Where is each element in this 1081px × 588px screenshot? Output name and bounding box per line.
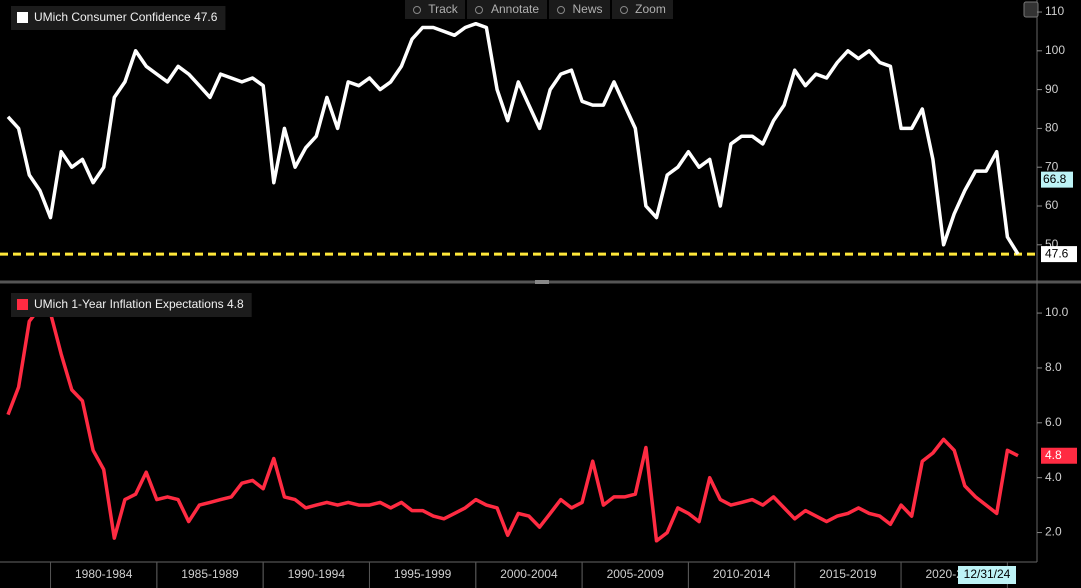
legend-swatch bbox=[17, 299, 28, 310]
scroll-button[interactable] bbox=[1023, 1, 1039, 18]
last-value-label: 47.6 bbox=[1045, 246, 1069, 260]
x-tick-label: 1980-1984 bbox=[75, 567, 133, 581]
y-tick-label: 110 bbox=[1045, 4, 1064, 18]
cursor-date-label: 12/31/24 bbox=[964, 567, 1011, 581]
x-tick-label: 2005-2009 bbox=[607, 567, 665, 581]
last-value-tag bbox=[1041, 246, 1077, 263]
y-tick-label: 90 bbox=[1045, 82, 1059, 96]
last-value-tag bbox=[1041, 447, 1077, 464]
x-tick-label: 1985-1989 bbox=[181, 567, 239, 581]
x-tick-label: 2000-2004 bbox=[500, 567, 558, 581]
toolbar-label[interactable]: Zoom bbox=[635, 2, 666, 16]
y-tick-label: 6.0 bbox=[1045, 415, 1062, 429]
legend: UMich Consumer Confidence 47.6 bbox=[11, 6, 226, 30]
y-tick-label: 4.0 bbox=[1045, 470, 1062, 484]
last-value-label: 4.8 bbox=[1045, 448, 1062, 462]
legend-series-name: UMich 1-Year Inflation Expectations bbox=[34, 297, 224, 311]
y-tick-label: 10.0 bbox=[1045, 305, 1069, 319]
legend-last-value: 4.8 bbox=[227, 297, 244, 311]
legend-swatch bbox=[17, 12, 28, 23]
x-tick-label: 1990-1994 bbox=[288, 567, 346, 581]
y-tick-label: 60 bbox=[1045, 198, 1059, 212]
toolbar-button[interactable] bbox=[549, 0, 610, 19]
x-tick-label: 2015-2019 bbox=[819, 567, 877, 581]
toolbar-label[interactable]: Annotate bbox=[491, 2, 539, 16]
legend-box bbox=[11, 6, 226, 30]
legend-label: UMich 1-Year Inflation Expectations 4.8 bbox=[34, 297, 244, 311]
toolbar-icon bbox=[475, 6, 483, 14]
pane-handle[interactable] bbox=[535, 280, 549, 284]
toolbar-button[interactable] bbox=[612, 0, 673, 19]
toolbar-label[interactable]: News bbox=[572, 2, 602, 16]
toolbar-button[interactable] bbox=[405, 0, 465, 19]
cursor-value-tag bbox=[1041, 171, 1073, 188]
toolbar-icon bbox=[620, 6, 628, 14]
series-line bbox=[6, 21, 1020, 256]
y-tick-label: 100 bbox=[1045, 43, 1065, 57]
x-tick-label: 1995-1999 bbox=[394, 567, 452, 581]
y-tick-label: 8.0 bbox=[1045, 360, 1062, 374]
toolbar-icon bbox=[557, 6, 565, 14]
cursor-date-tag bbox=[958, 566, 1016, 584]
y-tick-label: 80 bbox=[1045, 121, 1059, 135]
y-tick-label: 2.0 bbox=[1045, 525, 1062, 539]
y-tick-label: 70 bbox=[1045, 159, 1059, 173]
legend-series-name: UMich Consumer Confidence bbox=[34, 10, 191, 24]
cursor-value-label: 66.8 bbox=[1043, 172, 1067, 186]
toolbar-button[interactable] bbox=[467, 0, 547, 19]
x-tick-label: 2010-2014 bbox=[713, 567, 771, 581]
legend-last-value: 47.6 bbox=[194, 10, 218, 24]
legend-box bbox=[11, 293, 252, 317]
toolbar-label[interactable]: Track bbox=[428, 2, 459, 16]
legend-label: UMich Consumer Confidence 47.6 bbox=[34, 10, 218, 24]
legend: UMich 1-Year Inflation Expectations 4.8 bbox=[11, 293, 252, 317]
toolbar-icon bbox=[413, 6, 421, 14]
series-line bbox=[6, 305, 1019, 543]
